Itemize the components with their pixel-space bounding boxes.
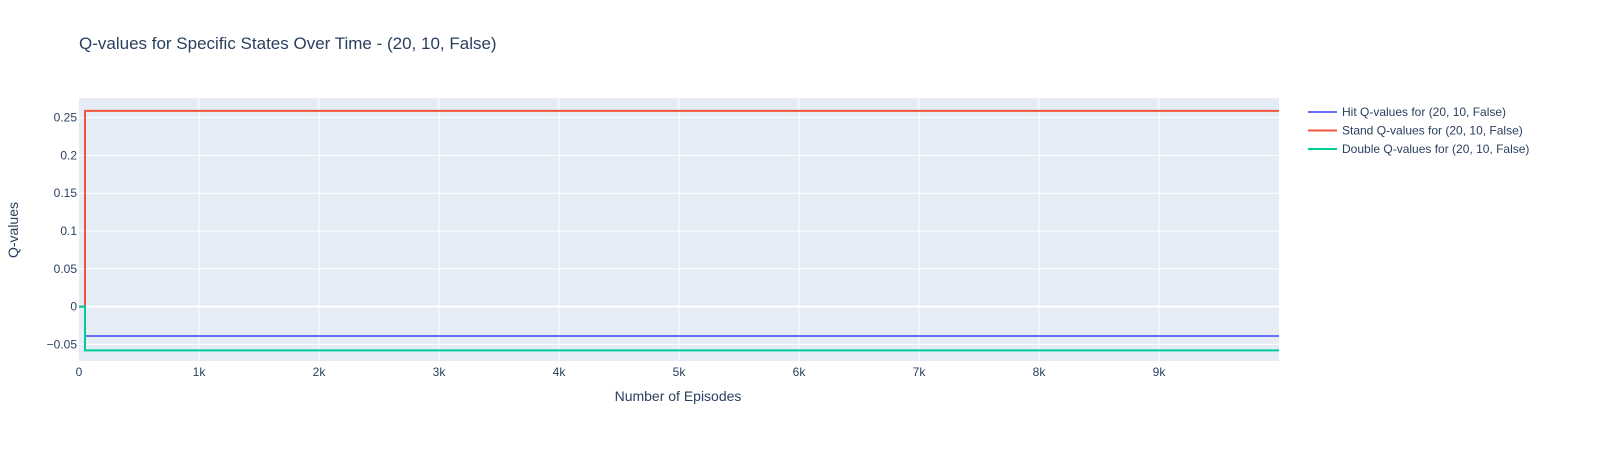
legend-label: Stand Q-values for (20, 10, False) (1342, 124, 1523, 138)
legend-label: Double Q-values for (20, 10, False) (1342, 142, 1529, 156)
legend-item[interactable]: Hit Q-values for (20, 10, False) (1308, 105, 1506, 119)
legend-item[interactable]: Double Q-values for (20, 10, False) (1308, 142, 1529, 156)
x-tick-label: 0 (76, 365, 83, 379)
x-tick-label: 5k (673, 365, 687, 379)
x-axis-title: Number of Episodes (615, 388, 742, 404)
x-tick-label: 6k (793, 365, 807, 379)
chart-title: Q-values for Specific States Over Time -… (79, 34, 497, 53)
y-tick-label: 0.1 (60, 224, 77, 238)
legend-item[interactable]: Stand Q-values for (20, 10, False) (1308, 124, 1523, 138)
axis-ticks: 0 1k 2k 3k 4k 5k 6k 7k 8k 9k −0.05 0 0.05 0.1 0.15 0.2 0… (47, 111, 1167, 379)
y-axis-title: Q-values (5, 202, 21, 258)
y-tick-label: 0.25 (54, 111, 78, 125)
x-tick-label: 2k (313, 365, 327, 379)
legend[interactable]: Hit Q-values for (20, 10, False) Stand Q-… (1308, 105, 1529, 156)
y-tick-label: 0.15 (54, 186, 78, 200)
y-tick-label: 0.05 (54, 262, 78, 276)
y-tick-label: 0.2 (60, 148, 77, 162)
x-tick-label: 4k (553, 365, 567, 379)
x-tick-label: 1k (193, 365, 207, 379)
x-tick-label: 3k (433, 365, 447, 379)
y-tick-label: −0.05 (47, 337, 78, 351)
x-tick-label: 8k (1033, 365, 1047, 379)
grid-lines (79, 98, 1279, 361)
x-tick-label: 7k (913, 365, 927, 379)
x-tick-label: 9k (1153, 365, 1167, 379)
legend-label: Hit Q-values for (20, 10, False) (1342, 105, 1506, 119)
series-line (79, 305, 1279, 352)
series-lines (79, 109, 1279, 352)
y-tick-label: 0 (70, 300, 77, 314)
